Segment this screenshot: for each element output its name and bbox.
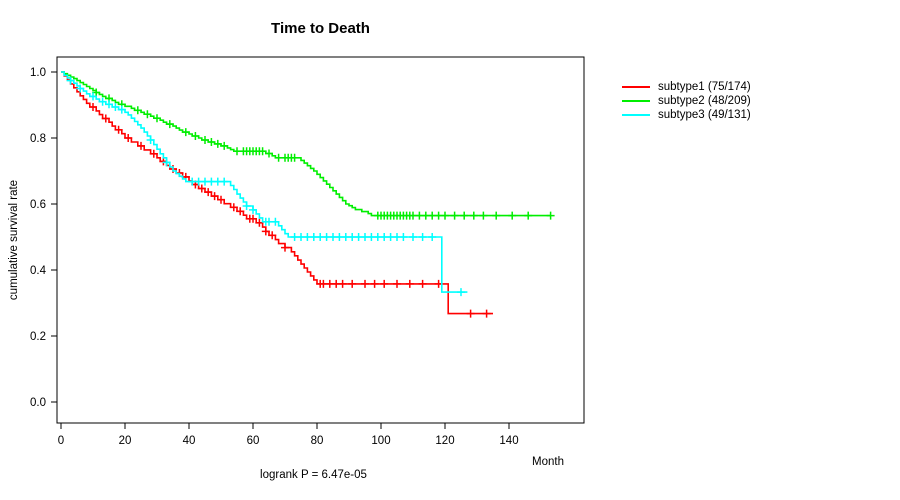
legend: subtype1 (75/174) subtype2 (48/209) subt… (622, 80, 751, 122)
curve-2 (61, 71, 551, 217)
y-axis-tick-labels: 0.0 0.2 0.4 0.6 0.8 1.0 (30, 67, 47, 409)
legend-label-subtype3: subtype3 (49/131) (658, 109, 751, 121)
legend-label-subtype1: subtype1 (75/174) (658, 81, 751, 93)
x-tick-label: 120 (435, 435, 454, 447)
legend-line-subtype2 (622, 100, 650, 102)
x-tick-label: 80 (311, 435, 324, 447)
x-axis-tick-labels: 0 20 40 60 80 100 120 140 (58, 435, 519, 447)
censor-marks-3 (66, 76, 465, 297)
curve-1 (61, 71, 493, 315)
legend-entry-subtype3: subtype3 (49/131) (622, 108, 751, 122)
logrank-p-annotation: logrank P = 6.47e-05 (260, 469, 367, 481)
y-tick-label: 1.0 (30, 67, 46, 79)
y-tick-label: 0.0 (30, 397, 46, 409)
y-tick-label: 0.2 (30, 331, 46, 343)
censor-marks-2 (92, 88, 555, 220)
x-tick-label: 0 (58, 435, 64, 447)
legend-line-subtype1 (622, 86, 650, 88)
survival-curves (61, 71, 555, 318)
x-tick-label: 60 (247, 435, 260, 447)
axis-tick-marks (51, 71, 510, 429)
y-tick-label: 0.6 (30, 199, 46, 211)
censor-marks-1 (89, 103, 491, 318)
legend-entry-subtype2: subtype2 (48/209) (622, 94, 751, 108)
chart-title: Time to Death (271, 20, 370, 37)
legend-entry-subtype1: subtype1 (75/174) (622, 80, 751, 94)
x-tick-label: 100 (371, 435, 390, 447)
plot-border-box (56, 56, 585, 424)
legend-label-subtype2: subtype2 (48/209) (658, 95, 751, 107)
y-tick-label: 0.4 (30, 265, 47, 277)
x-tick-label: 20 (119, 435, 132, 447)
x-tick-label: 40 (183, 435, 196, 447)
x-axis-title: Month (532, 456, 564, 468)
x-tick-label: 140 (499, 435, 518, 447)
y-tick-label: 0.8 (30, 133, 46, 145)
legend-line-subtype3 (622, 114, 650, 116)
